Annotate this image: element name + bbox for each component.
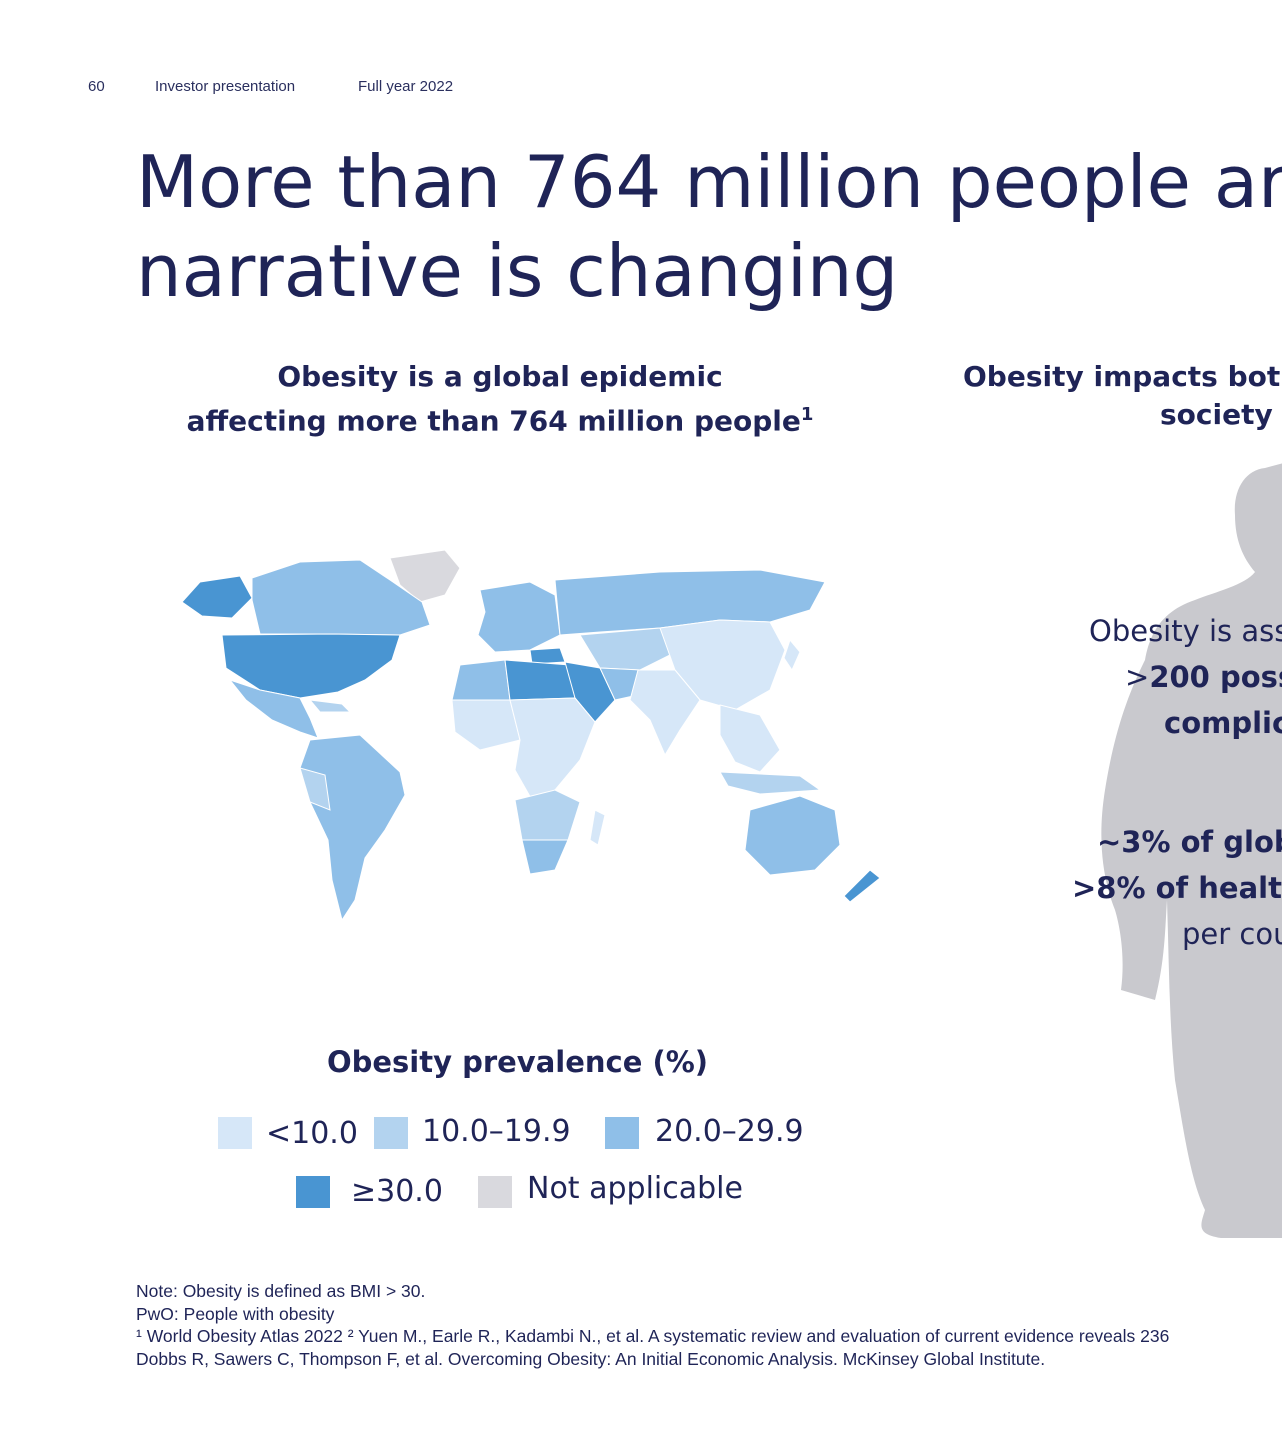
footnote-line-3: ¹ World Obesity Atlas 2022 ² Yuen M., Ea… — [136, 1326, 1170, 1346]
right-column-heading: Obesity impacts bot society — [963, 358, 1280, 434]
map-southeast-asia — [719, 704, 781, 773]
right-heading-line-1: Obesity impacts bot — [963, 360, 1281, 393]
map-new-zealand — [843, 869, 881, 903]
document-title: Investor presentation — [155, 78, 296, 95]
left-column-heading: Obesity is a global epidemic affecting m… — [150, 358, 850, 440]
map-alaska — [181, 575, 253, 619]
right-heading-line-2: society — [1160, 398, 1273, 431]
map-madagascar — [589, 809, 606, 846]
left-heading-line-2: affecting more than 764 million people — [186, 404, 801, 438]
page-title: More than 764 million people are narrati… — [136, 138, 1282, 316]
map-south-america — [299, 734, 406, 922]
legend-label-10-20: 10.0–19.9 — [422, 1114, 571, 1149]
map-peru — [299, 767, 331, 811]
map-north-africa — [504, 659, 576, 701]
map-south-africa — [521, 839, 569, 875]
fact2-line-3: per cou — [1182, 917, 1282, 951]
map-greenland — [389, 549, 461, 603]
legend-label-under-10: <10.0 — [266, 1116, 358, 1151]
footnotes: Note: Obesity is defined as BMI > 30. Pw… — [136, 1280, 1276, 1370]
map-japan — [783, 638, 801, 672]
map-west-africa — [451, 699, 521, 751]
map-indonesia — [719, 771, 822, 795]
legend-label-20-30: 20.0–29.9 — [655, 1114, 804, 1149]
map-caribbean — [308, 699, 352, 713]
footnote-line-1: Note: Obesity is defined as BMI > 30. — [136, 1281, 426, 1301]
map-canada — [251, 559, 431, 636]
page-title-line-1: More than 764 million people are — [136, 140, 1282, 224]
legend-swatch-30-plus — [296, 1176, 330, 1208]
footnote-marker: 1 — [800, 404, 814, 425]
page-number: 60 — [88, 78, 105, 95]
map-usa — [221, 633, 401, 699]
legend-label-30-plus: ≥30.0 — [351, 1174, 443, 1209]
map-central-asia — [579, 627, 681, 671]
legend-swatch-20-30 — [605, 1117, 639, 1149]
page-title-line-2: narrative is changing — [136, 229, 899, 313]
footnote-line-2: PwO: People with obesity — [136, 1303, 335, 1324]
fact2-line-1: ~3% of glob — [1097, 825, 1282, 859]
map-mexico — [228, 678, 319, 739]
left-heading-line-1: Obesity is a global epidemic — [277, 360, 723, 393]
fact1-line-2: >200 possi — [1125, 660, 1282, 694]
legend-swatch-10-20 — [374, 1117, 408, 1149]
map-south-asia — [629, 669, 701, 757]
legend-swatch-not-applicable — [478, 1176, 512, 1208]
map-arabia — [564, 661, 616, 723]
map-europe — [477, 581, 561, 653]
map-central-africa — [509, 697, 596, 801]
fact1-line-1: Obesity is ass — [1089, 614, 1282, 648]
world-obesity-map — [181, 549, 881, 922]
legend-title: Obesity prevalence (%) — [326, 1045, 709, 1079]
legend-label-not-applicable: Not applicable — [527, 1171, 743, 1206]
map-turkey — [529, 647, 566, 665]
map-australia — [744, 795, 841, 876]
period-label: Full year 2022 — [358, 78, 454, 95]
footnote-line-4: Dobbs R, Sawers C, Thompson F, et al. Ov… — [136, 1348, 1046, 1369]
legend-swatch-under-10 — [218, 1117, 252, 1149]
fact2-line-2: >8% of health — [1072, 871, 1282, 905]
fact1-line-3: complic — [1164, 706, 1282, 740]
human-silhouette-icon — [1101, 463, 1282, 1238]
